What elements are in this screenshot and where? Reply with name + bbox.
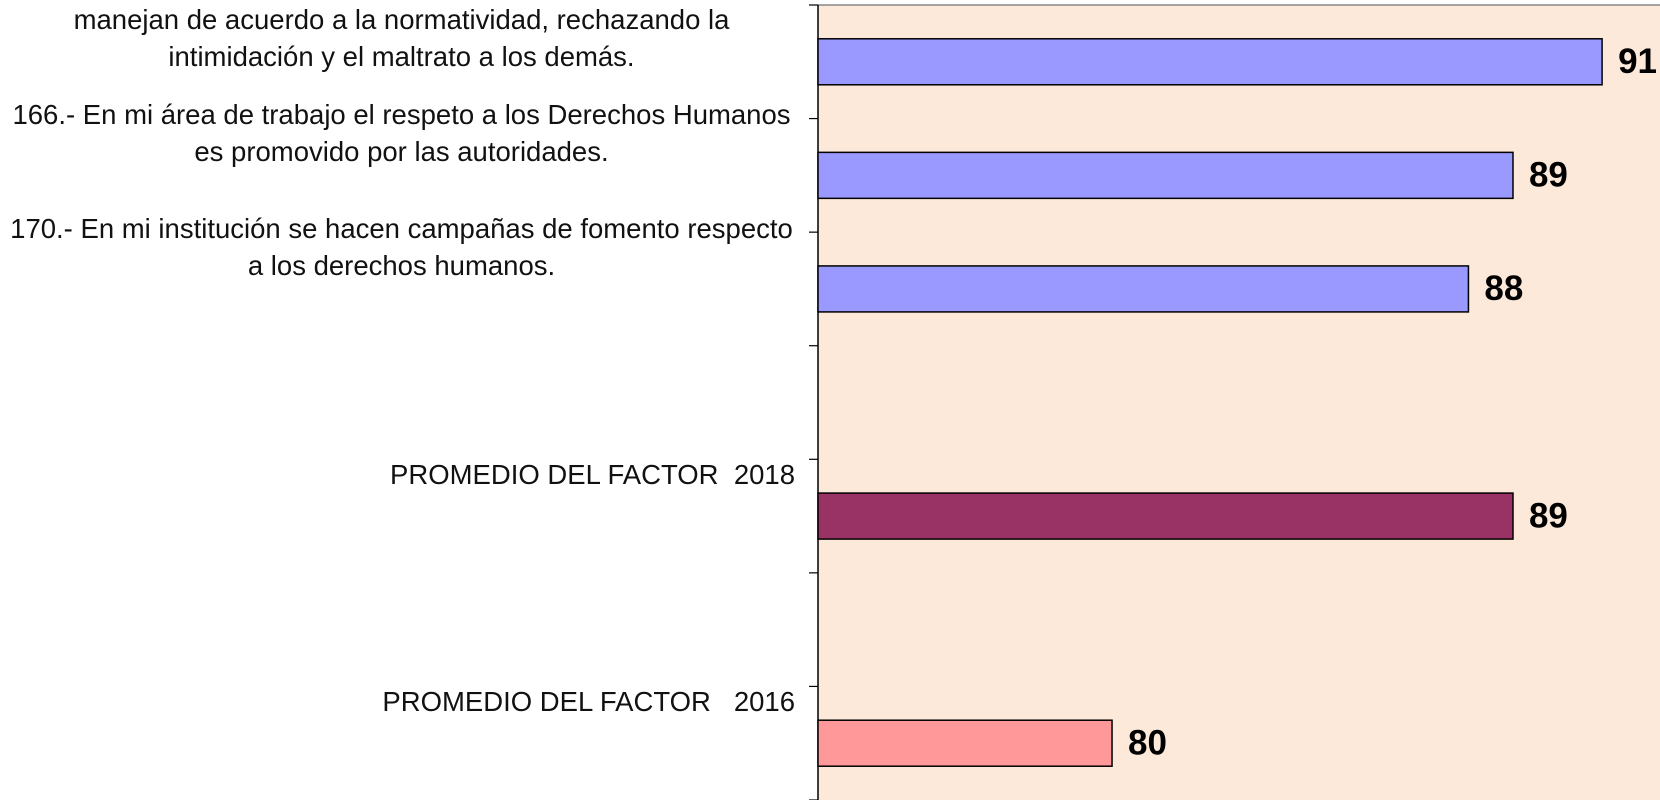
bar (817, 151, 1514, 200)
bar (817, 719, 1113, 767)
category-label: 166.- En mi área de trabajo el respeto a… (12, 99, 799, 168)
bar (817, 492, 1514, 540)
value-label: 89 (1529, 496, 1568, 535)
category-label: 164.- Considero que en mi área las y los… (73, 4, 730, 73)
value-label: 91 (1618, 42, 1657, 81)
value-label: 80 (1128, 723, 1167, 762)
value-label: 88 (1484, 269, 1523, 308)
value-label: 89 (1529, 156, 1568, 195)
category-label: PROMEDIO DEL FACTOR 2016 (382, 685, 795, 717)
bar (817, 265, 1470, 313)
plot-area (818, 5, 1660, 800)
bar (817, 38, 1603, 86)
category-label: 170.- En mi institución se hacen campaña… (10, 212, 801, 281)
category-label: PROMEDIO DEL FACTOR 2018 (390, 458, 795, 490)
